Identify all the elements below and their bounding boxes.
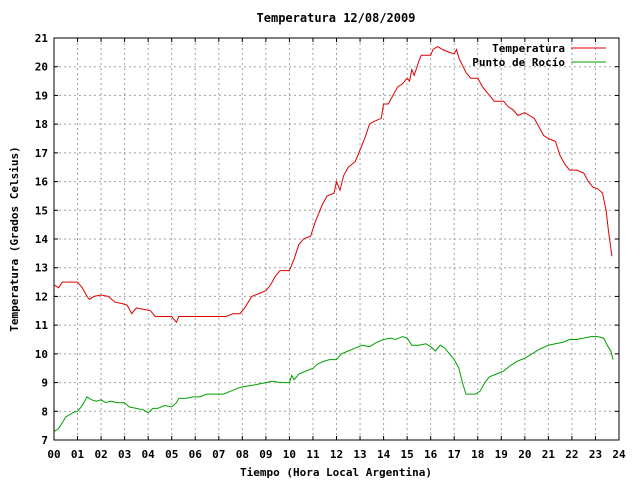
x-tick-label: 17 [448, 448, 461, 461]
y-tick-labels: 7 8 9 10 11 12 13 14 15 16 17 18 19 20 21 [35, 32, 49, 447]
y-tick-label: 11 [35, 319, 49, 332]
x-tick-label: 15 [401, 448, 414, 461]
y-tick-label: 18 [35, 118, 48, 131]
legend-label-punto-de-rocio: Punto de Rocío [472, 56, 565, 69]
y-axis-label: Temperatura (Grados Celsius) [8, 146, 21, 331]
y-tick-label: 13 [35, 262, 48, 275]
x-tick-label: 11 [306, 448, 320, 461]
x-tick-label: 22 [565, 448, 578, 461]
x-tick-label: 23 [589, 448, 602, 461]
y-tick-label: 9 [41, 377, 48, 390]
x-tick-label: 06 [189, 448, 203, 461]
series-lines [53, 46, 614, 432]
x-tick-label: 07 [212, 448, 225, 461]
x-tick-label: 16 [424, 448, 438, 461]
x-tick-label: 08 [236, 448, 249, 461]
x-tick-label: 09 [259, 448, 272, 461]
x-axis-label: Tiempo (Hora Local Argentina) [240, 466, 432, 479]
legend-label-temperatura: Temperatura [492, 42, 565, 55]
series-line-punto-de-rocio [53, 336, 614, 432]
y-tick-label: 16 [35, 176, 49, 189]
y-tick-label: 20 [35, 61, 48, 74]
plot-frame [53, 37, 620, 441]
series-line-temperatura [53, 46, 613, 324]
x-tick-label: 02 [94, 448, 107, 461]
y-tick-label: 8 [41, 405, 48, 418]
y-tick-label: 12 [35, 290, 48, 303]
x-tick-label: 04 [142, 448, 156, 461]
x-tick-label: 24 [612, 448, 626, 461]
x-tick-label: 21 [542, 448, 556, 461]
x-tick-label: 00 [47, 448, 60, 461]
x-tick-label: 10 [283, 448, 296, 461]
x-tick-label: 13 [353, 448, 366, 461]
chart-title: Temperatura 12/08/2009 [257, 11, 416, 25]
y-tick-label: 14 [35, 233, 49, 246]
x-tick-label: 01 [71, 448, 85, 461]
x-tick-label: 18 [471, 448, 484, 461]
x-tick-label: 03 [118, 448, 131, 461]
x-tick-label: 14 [377, 448, 391, 461]
x-tick-label: 12 [330, 448, 343, 461]
y-tick-label: 21 [35, 32, 49, 45]
y-tick-label: 19 [35, 89, 48, 102]
y-tick-label: 15 [35, 204, 48, 217]
x-tick-label: 20 [518, 448, 531, 461]
x-tick-label: 05 [165, 448, 178, 461]
legend: Temperatura Punto de Rocío [472, 42, 606, 69]
y-tick-label: 10 [35, 348, 48, 361]
x-tick-label: 19 [495, 448, 508, 461]
x-tick-labels: 00 01 02 03 04 05 06 07 08 09 10 11 12 13 14 15 16 17 18 19… [47, 448, 626, 461]
y-tick-label: 7 [41, 434, 48, 447]
grid-lines [53, 37, 620, 441]
y-tick-label: 17 [35, 147, 48, 160]
